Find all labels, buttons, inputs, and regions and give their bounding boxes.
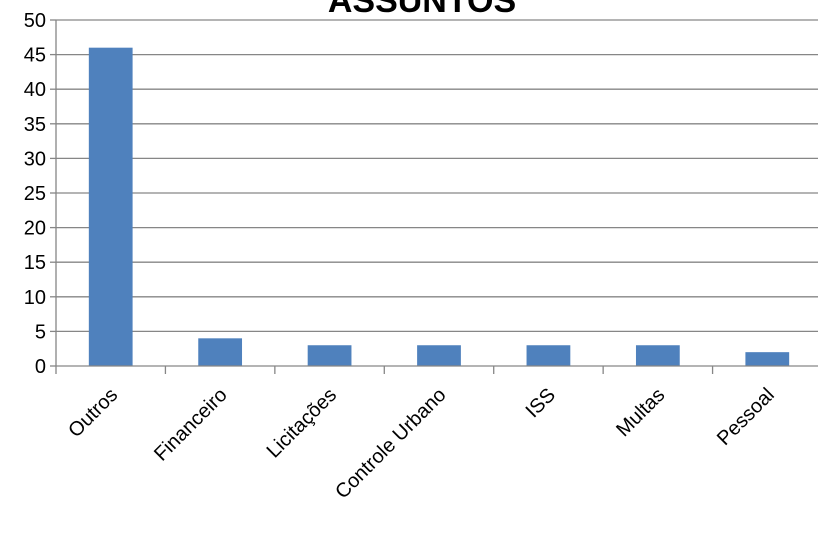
y-tick-label: 10	[24, 287, 46, 309]
x-category-label: Licitações	[263, 384, 341, 462]
x-category-label: Outros	[64, 384, 122, 442]
bar-4	[417, 345, 461, 366]
x-category-label: ISS	[522, 384, 560, 422]
y-tick-label: 35	[24, 114, 46, 136]
gridlines	[56, 19, 818, 333]
bar-5	[526, 345, 571, 366]
y-tick-label: 15	[24, 252, 46, 274]
chart-title: ASSUNTOS	[328, 0, 516, 20]
y-tick-label: 0	[35, 356, 46, 378]
bar-3	[307, 345, 352, 366]
x-category-label: Multas	[612, 384, 669, 441]
y-tick-label: 30	[24, 148, 46, 170]
y-tick-label: 20	[24, 218, 46, 240]
y-tick-label: 50	[24, 10, 46, 32]
x-category-label: Controle Urbano	[331, 384, 450, 503]
y-tick-label: 40	[24, 79, 46, 101]
y-tick-label: 5	[35, 321, 46, 343]
y-tick-label: 25	[24, 183, 46, 205]
y-axis: 0 5 10 15 20 25 30 35 40 45 50	[24, 10, 57, 378]
bar-7	[745, 352, 790, 366]
bars	[88, 47, 790, 367]
bar-2	[198, 338, 243, 366]
x-category-label: Pessoal	[713, 384, 779, 450]
bar-1	[88, 47, 133, 367]
x-category-label: Financeiro	[150, 384, 232, 466]
bar-6	[635, 345, 680, 366]
y-tick-label: 45	[24, 45, 46, 67]
